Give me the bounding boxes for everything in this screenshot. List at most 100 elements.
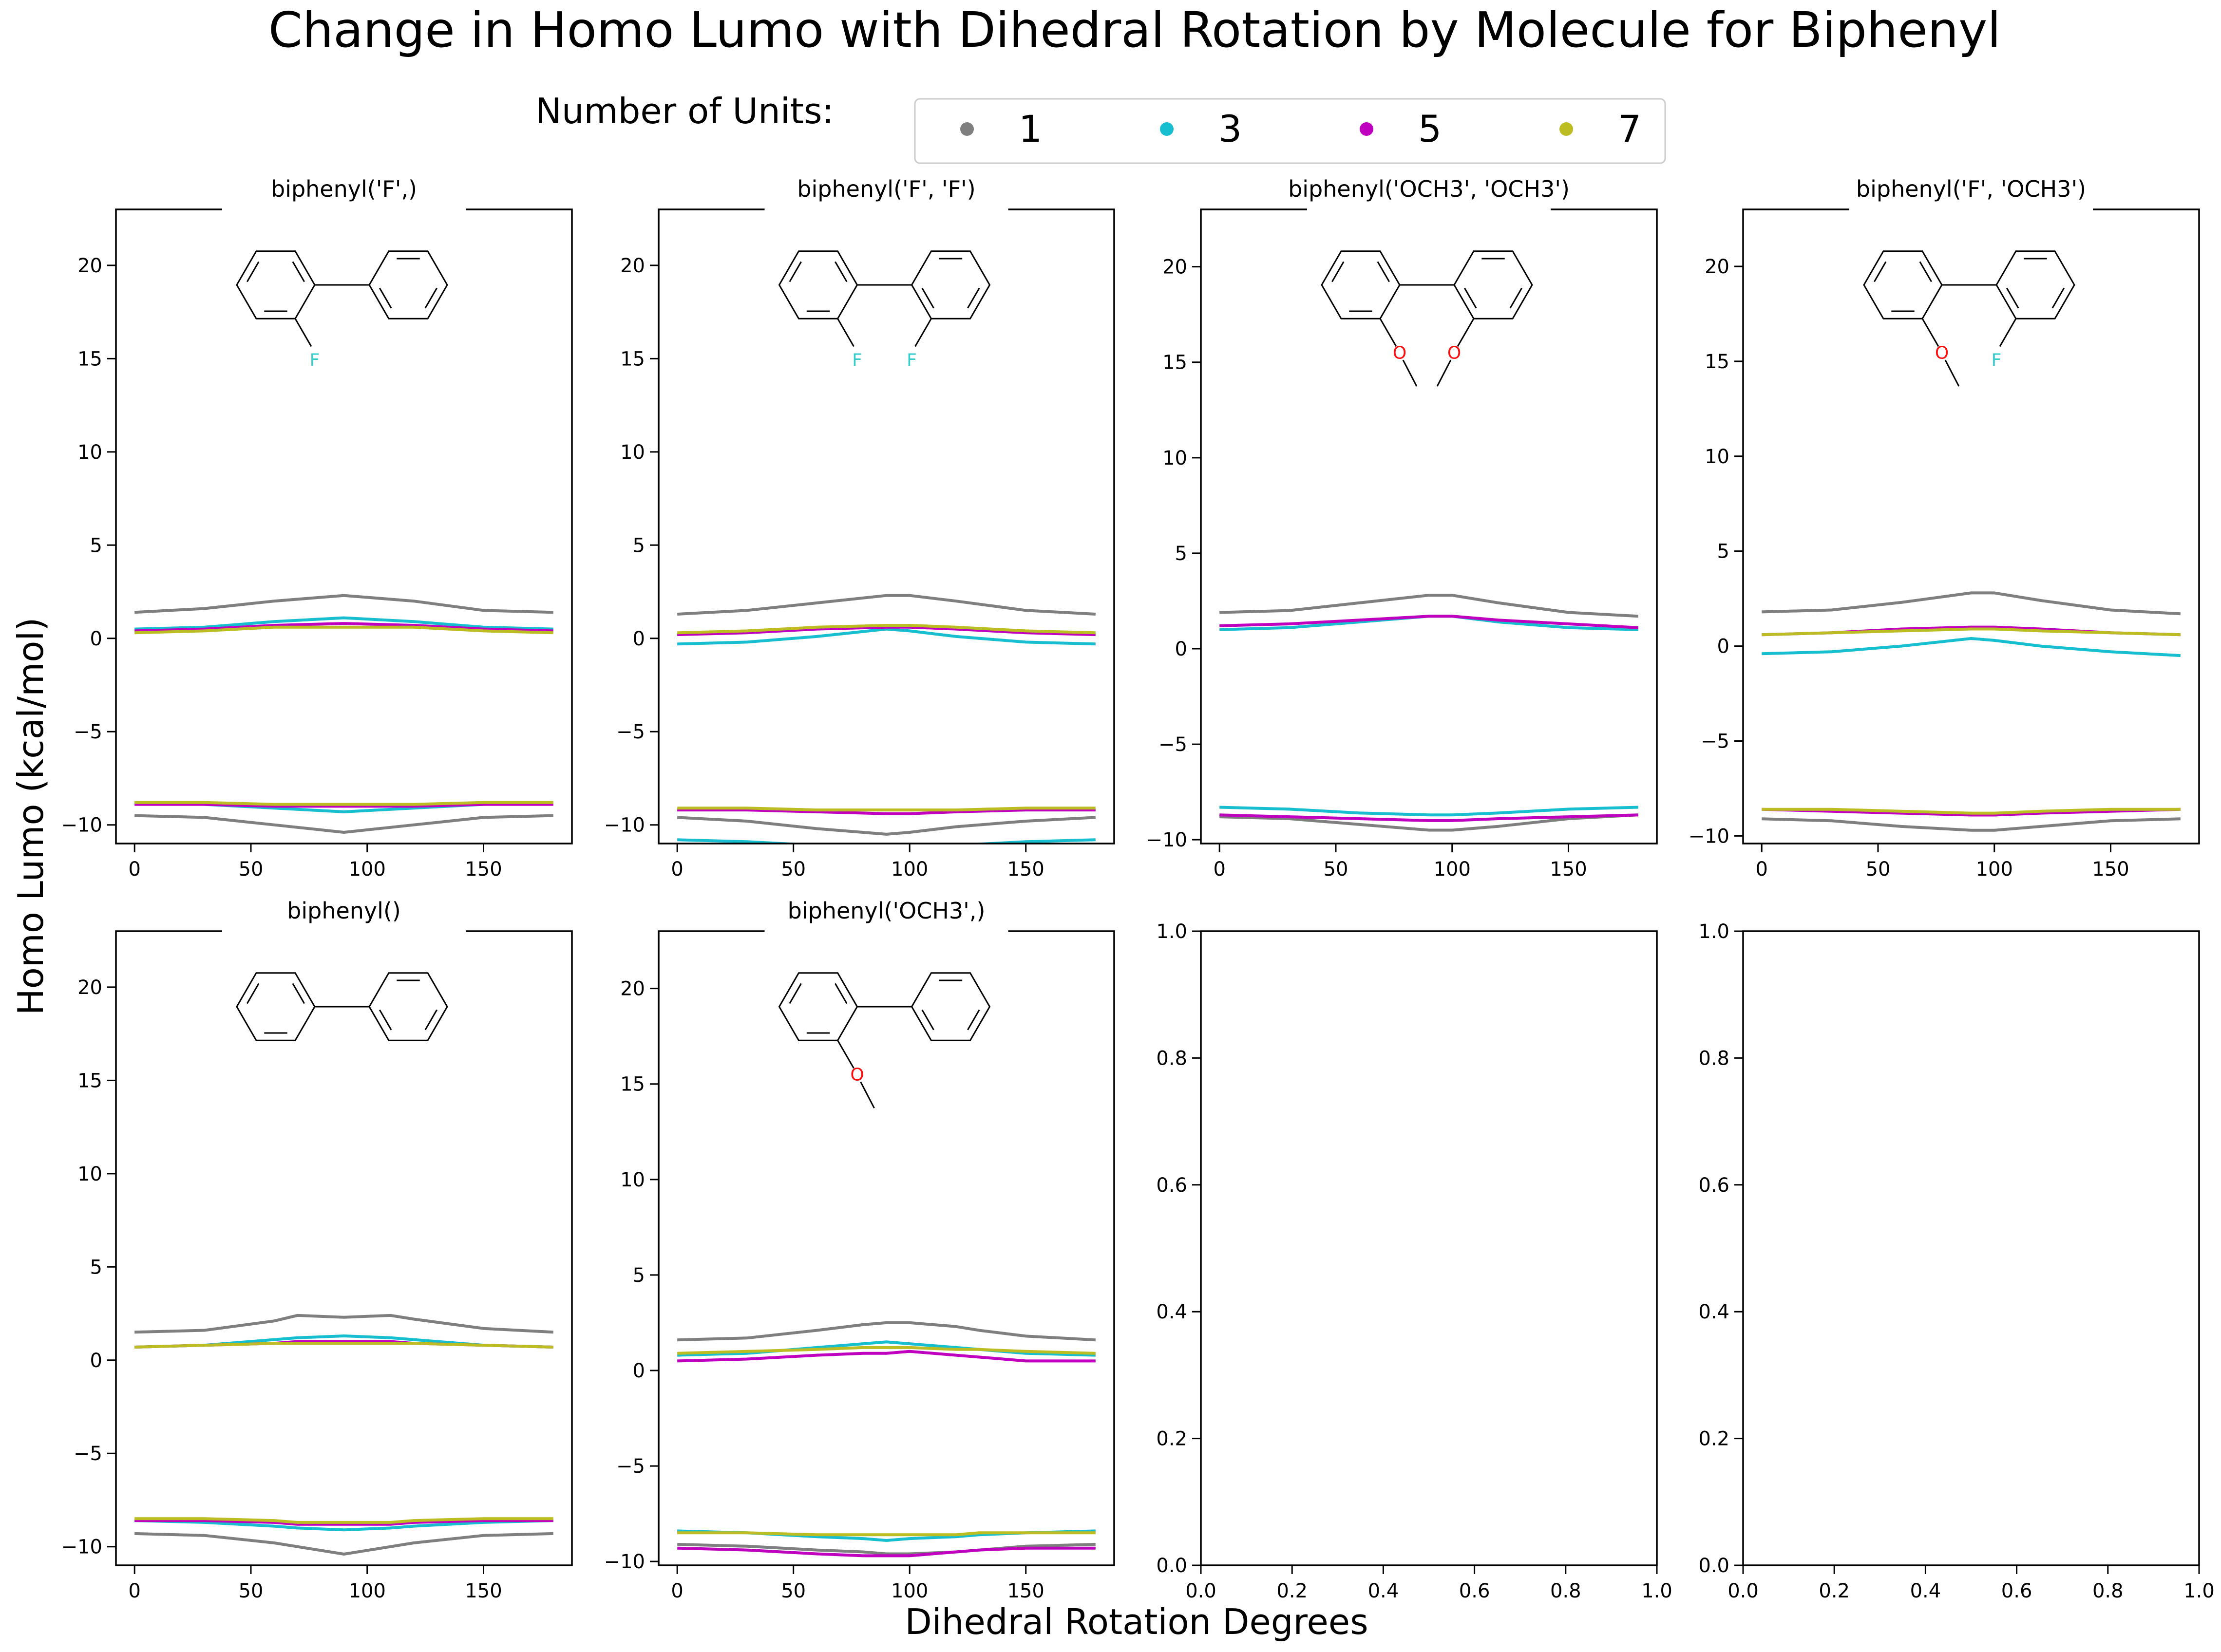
subplot-5-lines bbox=[134, 1314, 553, 1556]
series-line-5-6 bbox=[134, 803, 553, 808]
series-line-5-5 bbox=[1762, 807, 2181, 817]
mol3-left-double-bond bbox=[1331, 261, 1345, 282]
mol1-left-sub-bond bbox=[294, 318, 312, 347]
series-line-3-4 bbox=[134, 1519, 553, 1532]
y-tick-label: 10 bbox=[1162, 447, 1187, 469]
y-tick-label: 20 bbox=[77, 255, 102, 277]
y-tick-label: −10 bbox=[604, 814, 645, 837]
subplot-7-frame bbox=[1200, 930, 1658, 1566]
series-line-5-6 bbox=[1219, 813, 1638, 822]
series-line-7-7 bbox=[677, 624, 1096, 635]
y-tick-label: 0 bbox=[1717, 636, 1729, 658]
mol4-left-sub-methyl-bond bbox=[1944, 359, 1960, 387]
y-tick-label: 0.8 bbox=[1698, 1047, 1729, 1070]
y-tick-label: 0 bbox=[633, 1360, 645, 1382]
subplot-1-title: biphenyl('F',) bbox=[271, 176, 417, 202]
series-line-7-8 bbox=[677, 807, 1096, 812]
y-tick-label: 10 bbox=[1705, 446, 1729, 468]
subplot-5-title: biphenyl() bbox=[287, 898, 401, 924]
subplot-6-title: biphenyl('OCH3',) bbox=[788, 898, 986, 924]
x-tick-label: 1.0 bbox=[1641, 1580, 1672, 1602]
mol6-left-double-bond bbox=[789, 983, 802, 1004]
y-tick-label: 5 bbox=[1717, 541, 1729, 563]
y-tick-label: 15 bbox=[620, 1073, 645, 1096]
y-tick-label: −5 bbox=[74, 1443, 102, 1465]
mol6-right-double-bond bbox=[921, 1009, 934, 1031]
subplot-5-molecule bbox=[236, 972, 448, 1041]
mol4-right-sub-atom-label: F bbox=[1992, 351, 2002, 371]
series-line-7-7 bbox=[134, 1342, 553, 1349]
x-tick-label: 100 bbox=[349, 1580, 386, 1602]
y-tick-label: 0 bbox=[90, 628, 102, 650]
mol4-left-sub-bond bbox=[1921, 318, 1939, 347]
x-tick-label: 0.4 bbox=[1910, 1580, 1941, 1602]
series-line-1-2 bbox=[1762, 817, 2181, 832]
y-tick-label: −5 bbox=[616, 1455, 645, 1478]
x-tick-label: 0 bbox=[128, 1580, 140, 1602]
x-tick-label: 0.2 bbox=[1276, 1580, 1308, 1602]
y-tick-label: 5 bbox=[633, 534, 645, 557]
mol5-right-double-bond bbox=[424, 1009, 437, 1031]
mol2-right-sub-atom-label: F bbox=[907, 351, 917, 371]
legend-marker-1 bbox=[960, 122, 974, 136]
figure-title: Change in Homo Lumo with Dihedral Rotati… bbox=[268, 1, 2001, 58]
y-tick-label: 20 bbox=[77, 976, 102, 999]
y-tick-label: 1.0 bbox=[1156, 920, 1187, 943]
mol5-left-ring bbox=[236, 972, 316, 1041]
x-tick-label: 100 bbox=[891, 1580, 928, 1602]
subplot-1-molecule: F bbox=[236, 250, 448, 371]
mol3-right-sub-atom-label: O bbox=[1447, 343, 1461, 363]
y-tick-label: 0.2 bbox=[1698, 1428, 1729, 1450]
x-tick-label: 150 bbox=[2092, 858, 2129, 881]
series-line-3-4 bbox=[677, 838, 1096, 844]
x-tick-label: 0 bbox=[671, 1580, 683, 1602]
mol5-left-double-bond bbox=[247, 983, 260, 1004]
y-tick-label: 10 bbox=[77, 441, 102, 464]
y-tick-label: 10 bbox=[620, 1169, 645, 1191]
x-tick-label: 100 bbox=[1434, 858, 1471, 881]
x-tick-label: 100 bbox=[1976, 858, 2013, 881]
y-tick-label: 0 bbox=[633, 628, 645, 650]
y-tick-label: −10 bbox=[61, 1536, 102, 1558]
y-tick-label: −10 bbox=[1689, 825, 1729, 847]
series-line-7-7 bbox=[134, 625, 553, 635]
series-line-7-7 bbox=[677, 1346, 1096, 1355]
legend-frame bbox=[914, 98, 1666, 164]
series-line-1-1 bbox=[677, 594, 1096, 616]
mol6-right-double-bond bbox=[967, 1009, 980, 1031]
legend: 1 3 5 7 bbox=[914, 98, 1666, 164]
series-line-5-5 bbox=[1219, 615, 1638, 629]
mol2-left-sub-bond bbox=[837, 318, 854, 347]
subplot-4-title-mask bbox=[1849, 185, 2093, 234]
x-tick-label: 50 bbox=[781, 858, 806, 881]
y-tick-label: 1.0 bbox=[1698, 920, 1729, 943]
series-line-1-1 bbox=[134, 1314, 553, 1334]
mol6-left-sub-atom-label: O bbox=[850, 1065, 864, 1085]
legend-label-5: 5 bbox=[1418, 107, 1442, 150]
y-tick-label: 20 bbox=[1162, 256, 1187, 279]
y-tick-label: 0.0 bbox=[1156, 1555, 1187, 1577]
subplot-5-title-mask bbox=[222, 907, 466, 956]
series-line-3-3 bbox=[134, 616, 553, 631]
y-tick-label: 20 bbox=[620, 978, 645, 1000]
y-tick-label: 15 bbox=[620, 348, 645, 370]
subplot-2-lines bbox=[677, 594, 1096, 844]
y-tick-label: 5 bbox=[1175, 543, 1187, 565]
x-tick-label: 150 bbox=[1007, 1580, 1044, 1602]
mol1-left-sub-atom-label: F bbox=[310, 351, 320, 371]
series-line-1-2 bbox=[134, 1532, 553, 1556]
series-line-3-3 bbox=[1762, 637, 2181, 657]
series-line-5-6 bbox=[677, 808, 1096, 815]
mol3-right-sub-bond bbox=[1457, 318, 1475, 347]
mol5-left-double-bond bbox=[292, 983, 305, 1004]
y-tick-label: 15 bbox=[77, 348, 102, 370]
subplot-4-title: biphenyl('F', 'OCH3') bbox=[1856, 176, 2086, 202]
legend-marker-3 bbox=[1160, 122, 1174, 136]
legend-marker-7 bbox=[1559, 122, 1573, 136]
y-tick-label: 5 bbox=[90, 1256, 102, 1278]
